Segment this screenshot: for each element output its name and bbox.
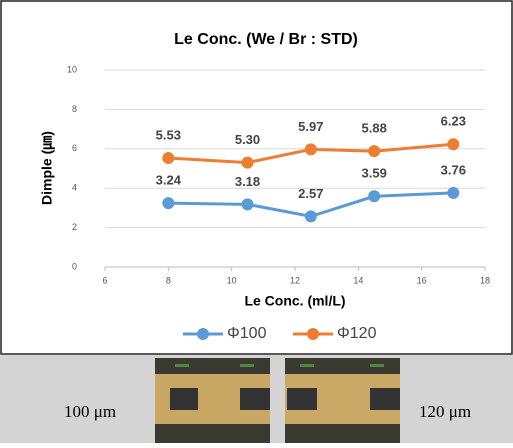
chart-frame xyxy=(0,0,513,355)
legend-marker xyxy=(307,328,319,340)
data-label: 2.57 xyxy=(298,186,323,201)
y-tick-label: 0 xyxy=(72,261,77,271)
data-label: 3.59 xyxy=(362,166,387,181)
legend-marker xyxy=(197,328,209,340)
data-point xyxy=(304,210,317,223)
data-point xyxy=(447,186,460,199)
data-label: 3.24 xyxy=(156,173,182,188)
x-tick-label: 8 xyxy=(166,275,171,285)
data-point xyxy=(162,197,175,210)
x-tick-label: 18 xyxy=(480,275,490,285)
data-point xyxy=(368,145,381,158)
legend-label: Φ100 xyxy=(227,325,267,342)
y-axis-label: Dimple (㎛) xyxy=(39,131,57,205)
data-point xyxy=(241,198,254,211)
data-label: 5.97 xyxy=(298,119,323,134)
data-label: 5.30 xyxy=(235,132,260,147)
data-label: 5.88 xyxy=(362,121,387,136)
data-point xyxy=(447,138,460,151)
x-tick-label: 12 xyxy=(290,275,300,285)
y-tick-label: 10 xyxy=(67,64,77,74)
data-point xyxy=(304,143,317,156)
data-label: 5.53 xyxy=(156,127,181,142)
x-axis-label: Le Conc. (ml/L) xyxy=(244,293,345,309)
data-point xyxy=(162,152,175,165)
photo-caption: 120 μm xyxy=(419,402,471,421)
micrograph xyxy=(285,358,400,443)
micrograph xyxy=(155,358,270,443)
chart-title: Le Conc. (We / Br : STD) xyxy=(174,31,358,48)
legend-label: Φ120 xyxy=(337,325,377,342)
data-point xyxy=(368,190,381,203)
y-tick-label: 8 xyxy=(72,104,77,114)
x-tick-label: 6 xyxy=(102,275,107,285)
x-tick-label: 16 xyxy=(417,275,427,285)
y-tick-label: 6 xyxy=(72,143,77,153)
y-tick-label: 2 xyxy=(72,222,77,232)
data-label: 3.76 xyxy=(441,162,466,177)
data-point xyxy=(241,156,254,169)
photo-caption: 100 μm xyxy=(64,402,116,421)
data-label: 3.18 xyxy=(235,174,260,189)
x-tick-label: 10 xyxy=(227,275,237,285)
x-tick-label: 14 xyxy=(353,275,363,285)
data-label: 6.23 xyxy=(441,114,466,129)
y-tick-label: 4 xyxy=(72,183,77,193)
